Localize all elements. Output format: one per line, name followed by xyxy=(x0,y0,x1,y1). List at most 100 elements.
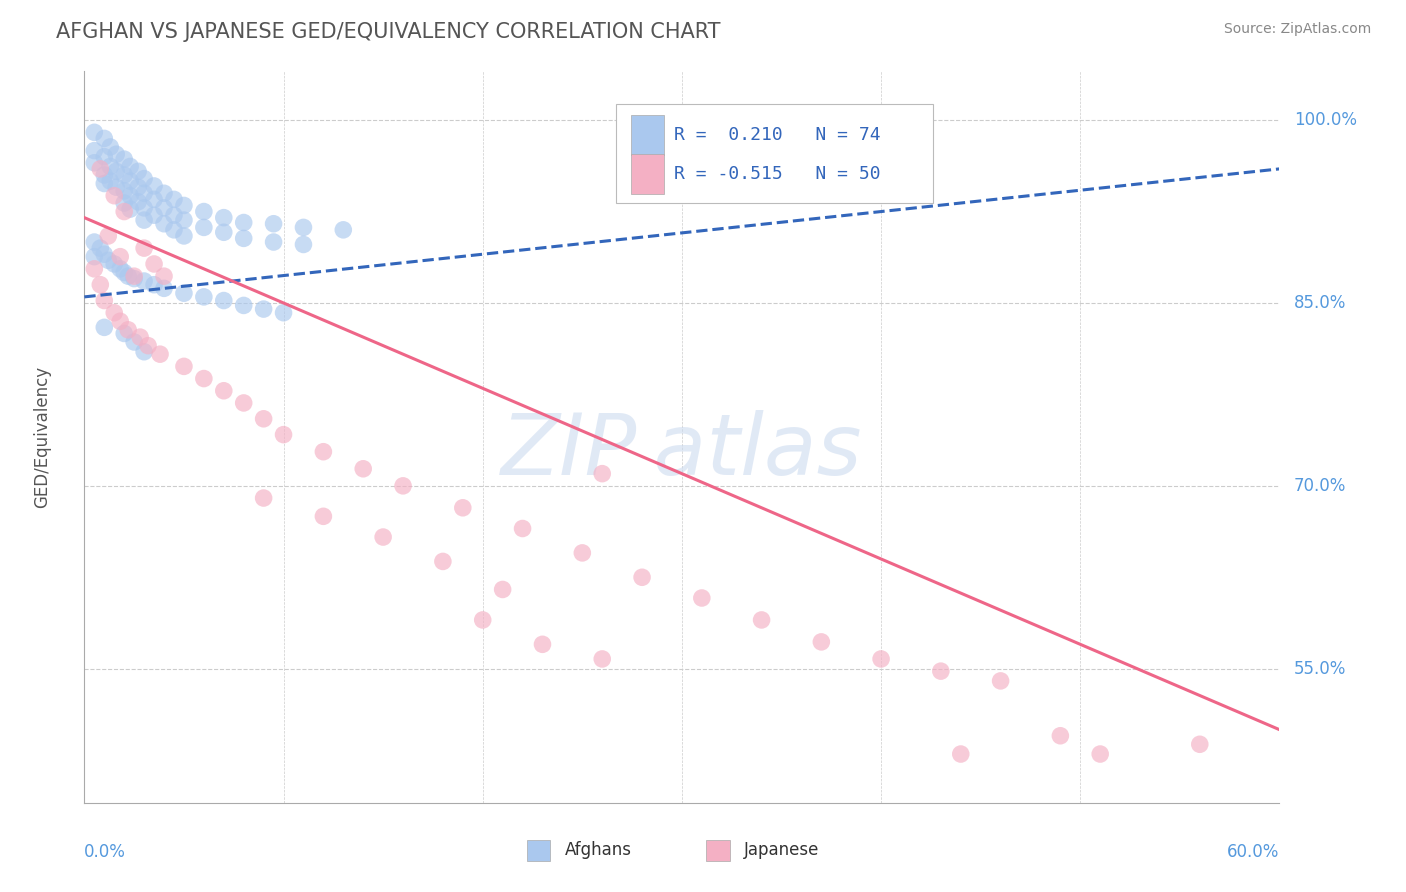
Point xyxy=(93,150,115,164)
Point xyxy=(112,326,135,341)
Point xyxy=(105,147,128,161)
Point xyxy=(120,160,142,174)
Point xyxy=(1090,747,1112,761)
Point xyxy=(949,747,972,761)
Point xyxy=(571,546,593,560)
Point xyxy=(263,217,285,231)
Point xyxy=(143,192,166,206)
Point xyxy=(112,196,135,211)
Point xyxy=(122,334,145,349)
Point xyxy=(870,652,893,666)
Point xyxy=(143,257,166,271)
Point xyxy=(163,223,186,237)
Point xyxy=(332,223,354,237)
Point xyxy=(93,177,115,191)
Point xyxy=(153,217,176,231)
Point xyxy=(98,160,121,174)
Point xyxy=(751,613,773,627)
Point xyxy=(451,500,474,515)
Text: R = -0.515   N = 50: R = -0.515 N = 50 xyxy=(673,165,880,183)
Point xyxy=(112,152,135,166)
Point xyxy=(120,188,142,202)
Point xyxy=(163,208,186,222)
Point xyxy=(153,186,176,201)
Text: 0.0%: 0.0% xyxy=(84,843,127,861)
FancyBboxPatch shape xyxy=(630,115,664,155)
Point xyxy=(212,384,235,398)
Point xyxy=(312,444,335,458)
Point xyxy=(93,247,115,261)
Point xyxy=(93,320,115,334)
Point xyxy=(105,180,128,194)
Point xyxy=(273,306,295,320)
Text: 100.0%: 100.0% xyxy=(1294,112,1357,129)
Point xyxy=(232,231,254,245)
Point xyxy=(127,180,149,194)
Point xyxy=(120,202,142,216)
Point xyxy=(352,462,374,476)
Point xyxy=(143,178,166,193)
Point xyxy=(83,155,105,169)
Point xyxy=(292,220,315,235)
Point xyxy=(129,330,152,344)
Point xyxy=(110,261,132,276)
Point xyxy=(89,277,111,292)
Point xyxy=(232,215,254,229)
Point xyxy=(97,253,120,268)
Point xyxy=(253,491,276,505)
FancyBboxPatch shape xyxy=(527,840,551,861)
Point xyxy=(810,635,832,649)
Point xyxy=(173,228,195,243)
Point xyxy=(143,277,166,292)
Point xyxy=(89,161,111,176)
Point xyxy=(93,131,115,145)
Point xyxy=(212,293,235,308)
Point xyxy=(132,186,156,201)
Point xyxy=(149,347,172,361)
Text: 85.0%: 85.0% xyxy=(1294,294,1346,312)
Point xyxy=(392,479,415,493)
Point xyxy=(112,184,135,198)
Point xyxy=(631,570,654,584)
Text: 70.0%: 70.0% xyxy=(1294,477,1346,495)
Point xyxy=(212,225,235,239)
Point xyxy=(93,293,115,308)
Text: ZIP atlas: ZIP atlas xyxy=(501,410,863,493)
Point xyxy=(690,591,713,605)
Point xyxy=(97,228,120,243)
Point xyxy=(273,427,295,442)
Text: Japanese: Japanese xyxy=(744,841,820,859)
Point xyxy=(163,192,186,206)
Point xyxy=(232,396,254,410)
Point xyxy=(512,521,534,535)
Text: 55.0%: 55.0% xyxy=(1294,660,1346,678)
Point xyxy=(253,301,276,317)
Point xyxy=(173,213,195,227)
FancyBboxPatch shape xyxy=(630,153,664,194)
Point xyxy=(83,261,105,276)
Point xyxy=(117,323,139,337)
Point xyxy=(193,371,215,385)
Point xyxy=(153,281,176,295)
Point xyxy=(143,208,166,222)
Text: R =  0.210   N = 74: R = 0.210 N = 74 xyxy=(673,126,880,144)
Point xyxy=(531,637,554,651)
Point xyxy=(117,269,139,284)
Point xyxy=(112,265,135,279)
Point xyxy=(83,125,105,139)
Point xyxy=(1049,729,1071,743)
Point xyxy=(153,201,176,215)
Point xyxy=(122,269,145,284)
Point xyxy=(253,412,276,426)
Point xyxy=(591,467,613,481)
Text: Source: ZipAtlas.com: Source: ZipAtlas.com xyxy=(1223,22,1371,37)
Point xyxy=(103,306,125,320)
Point xyxy=(591,652,613,666)
FancyBboxPatch shape xyxy=(706,840,730,861)
Point xyxy=(110,314,132,328)
Point xyxy=(105,164,128,178)
Point xyxy=(103,188,125,202)
Point xyxy=(112,204,135,219)
Point xyxy=(122,271,145,285)
Point xyxy=(83,144,105,158)
